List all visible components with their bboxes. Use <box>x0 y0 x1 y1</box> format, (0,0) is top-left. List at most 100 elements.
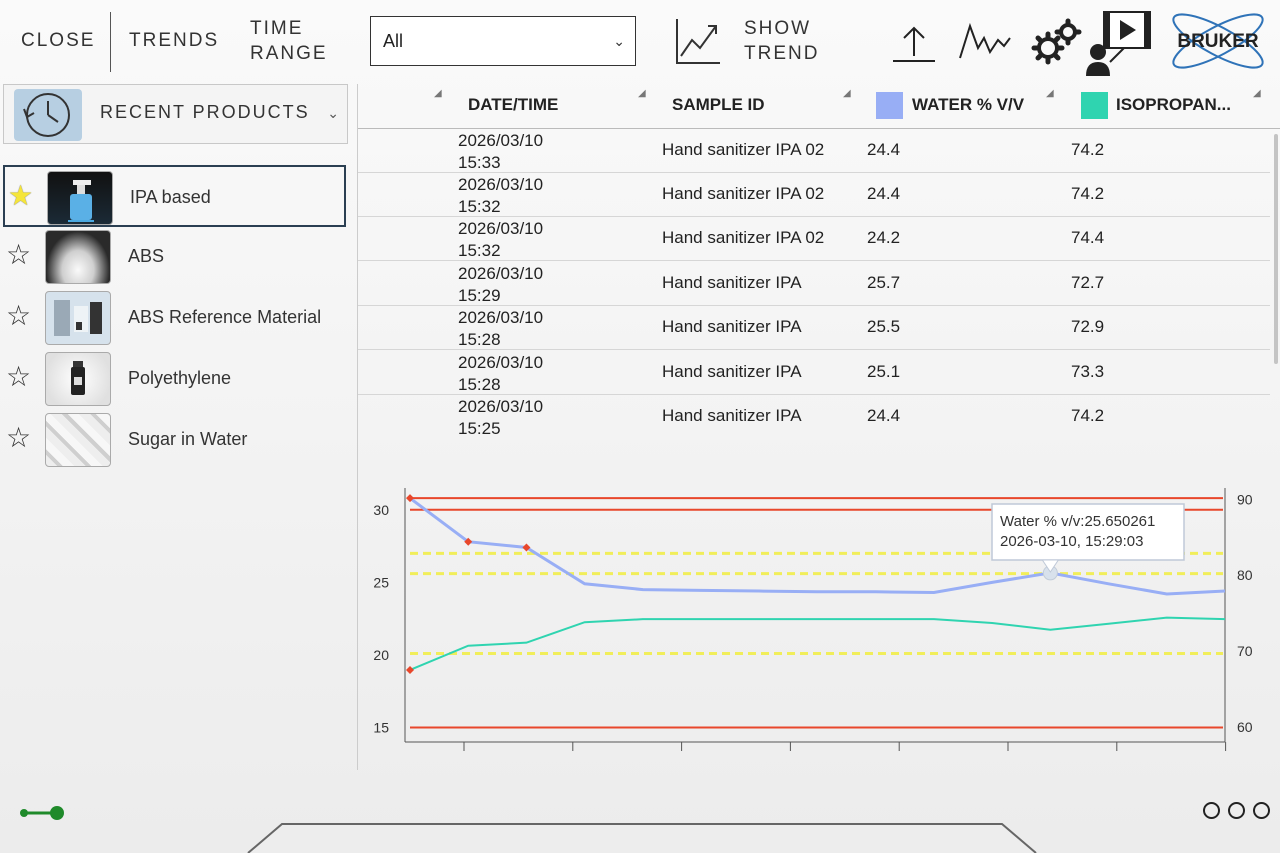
row-sample-id: Hand sanitizer IPA 02 <box>662 140 825 159</box>
row-time: 15:32 <box>458 241 501 260</box>
recent-products-label: RECENT PRODUCTS <box>100 102 310 122</box>
star-outline-icon[interactable]: ☆ <box>6 422 32 453</box>
row-water-value: 24.4 <box>867 406 901 425</box>
row-isopropanol-value: 73.3 <box>1071 362 1105 381</box>
show-trend-icon[interactable] <box>674 16 722 66</box>
row-isopropanol-value: 74.2 <box>1071 184 1105 203</box>
show-trend-label-line1: SHOW <box>744 18 812 39</box>
row-water-value: 25.5 <box>867 317 901 336</box>
product-item-abs-reference-material[interactable]: ☆ ABS Reference Material <box>3 287 346 349</box>
column-header-water[interactable]: WATER % V/V <box>912 95 1025 114</box>
row-sample-id: Hand sanitizer IPA <box>662 362 802 381</box>
out-of-limit-marker <box>406 665 414 674</box>
time-range-select[interactable]: All ⌄ <box>370 16 636 66</box>
sort-icon[interactable]: ◢ <box>1046 88 1054 99</box>
product-item-abs[interactable]: ☆ ABS <box>3 226 346 288</box>
column-header-isopropanol[interactable]: ISOPROPAN... <box>1116 95 1231 114</box>
column-header-sample-id[interactable]: SAMPLE ID <box>672 95 765 114</box>
product-item-ipa-based[interactable]: ★ IPA based <box>3 165 346 227</box>
tooltip-timestamp-text: 2026-03-10, 15:29:03 <box>1000 533 1143 550</box>
more-options-icon[interactable] <box>1195 802 1270 824</box>
row-date: 2026/03/10 <box>458 397 544 416</box>
video-tutorial-icon[interactable] <box>1084 8 1154 78</box>
table-header: ◢ DATE/TIME ◢ SAMPLE ID ◢ WATER % V/V ◢ … <box>358 84 1280 129</box>
product-name: IPA based <box>130 187 211 207</box>
product-name: ABS Reference Material <box>128 307 322 327</box>
toolbar: CLOSE TRENDS TIME RANGE All ⌄ SHOW TREND <box>0 0 1280 84</box>
trends-button[interactable]: TRENDS <box>129 30 220 51</box>
row-water-value: 24.4 <box>867 140 901 159</box>
product-thumbnail-abs <box>45 230 111 284</box>
out-of-limit-marker <box>406 494 414 503</box>
chevron-down-icon: ⌄ <box>613 33 625 49</box>
trend-chart[interactable]: 15 20 25 30 60 70 80 90 Water % v/v:25.650261 202… <box>358 480 1280 770</box>
star-outline-icon[interactable]: ☆ <box>6 239 32 270</box>
row-date: 2026/03/10 <box>458 175 544 194</box>
star-outline-icon[interactable]: ☆ <box>6 361 32 392</box>
row-isopropanol-value: 72.7 <box>1071 273 1105 292</box>
table-row[interactable]: 2026/03/10 15:32 Hand sanitizer IPA 02 24… <box>358 172 1270 217</box>
row-time: 15:28 <box>458 330 501 349</box>
recent-products-dropdown[interactable]: RECENT PRODUCTS ⌄ <box>3 84 348 144</box>
row-water-value: 25.1 <box>867 362 901 381</box>
connection-status-icon <box>20 806 64 820</box>
row-water-value: 24.2 <box>867 228 901 247</box>
row-sample-id: Hand sanitizer IPA 02 <box>662 228 825 247</box>
table-scrollbar[interactable] <box>1274 134 1278 364</box>
time-range-label-line2: RANGE <box>250 43 328 64</box>
row-sample-id: Hand sanitizer IPA <box>662 317 802 336</box>
row-isopropanol-value: 74.4 <box>1071 228 1105 247</box>
table-row[interactable]: 2026/03/10 15:33 Hand sanitizer IPA 02 24… <box>358 128 1270 173</box>
y-left-tick-label: 30 <box>373 502 389 518</box>
out-of-limit-marker <box>464 537 473 546</box>
star-outline-icon[interactable]: ☆ <box>6 300 32 331</box>
row-water-value: 24.4 <box>867 184 901 203</box>
isopropanol-series-line <box>409 616 1226 671</box>
isopropanol-series-swatch <box>1081 92 1108 119</box>
results-table: ◢ DATE/TIME ◢ SAMPLE ID ◢ WATER % V/V ◢ … <box>358 84 1280 439</box>
product-thumbnail-abs-reference <box>45 291 111 345</box>
product-name: Sugar in Water <box>128 429 248 449</box>
row-date: 2026/03/10 <box>458 131 544 150</box>
row-sample-id: Hand sanitizer IPA <box>662 406 802 425</box>
product-name: ABS <box>128 246 165 266</box>
water-series-line <box>409 496 1226 596</box>
toolbar-divider <box>110 12 111 72</box>
row-time: 15:25 <box>458 419 501 438</box>
sort-icon[interactable]: ◢ <box>843 88 851 99</box>
table-row[interactable]: 2026/03/10 15:28 Hand sanitizer IPA 25.5 … <box>358 305 1270 350</box>
y-right-tick-label: 60 <box>1237 719 1253 735</box>
row-isopropanol-value: 74.2 <box>1071 140 1105 159</box>
row-sample-id: Hand sanitizer IPA 02 <box>662 184 825 203</box>
time-range-label: TIME RANGE <box>250 16 328 66</box>
row-time: 15:33 <box>458 153 501 172</box>
close-button[interactable]: CLOSE <box>21 30 96 51</box>
table-row[interactable]: 2026/03/10 15:29 Hand sanitizer IPA 25.7 … <box>358 261 1270 306</box>
row-water-value: 25.7 <box>867 273 901 292</box>
spectrum-icon[interactable] <box>958 20 1012 62</box>
table-row[interactable]: 2026/03/10 15:32 Hand sanitizer IPA 02 24… <box>358 216 1270 261</box>
sort-icon[interactable]: ◢ <box>1253 88 1261 99</box>
export-icon[interactable] <box>892 22 936 64</box>
product-item-sugar-in-water[interactable]: ☆ Sugar in Water <box>3 409 346 471</box>
y-left-tick-label: 15 <box>373 719 389 735</box>
chevron-down-icon: ⌄ <box>327 105 339 121</box>
water-series-swatch <box>876 92 903 119</box>
product-thumbnail-sanitizer <box>47 171 113 225</box>
sort-icon[interactable]: ◢ <box>434 88 442 99</box>
history-clock-icon <box>14 89 82 141</box>
table-row[interactable]: 2026/03/10 15:28 Hand sanitizer IPA 25.1 … <box>358 350 1270 395</box>
settings-gear-icon[interactable] <box>1030 16 1082 68</box>
show-trend-button[interactable]: SHOW TREND <box>744 16 819 66</box>
chart-tooltip-box <box>991 503 1185 561</box>
product-item-polyethylene[interactable]: ☆ Polyethylene <box>3 348 346 410</box>
product-name: Polyethylene <box>128 368 232 388</box>
column-header-datetime[interactable]: DATE/TIME <box>468 95 559 114</box>
y-left-tick-label: 25 <box>373 574 389 590</box>
sort-icon[interactable]: ◢ <box>638 88 646 99</box>
row-isopropanol-value: 74.2 <box>1071 406 1105 425</box>
star-filled-icon[interactable]: ★ <box>8 180 34 211</box>
bottom-drawer-handle[interactable] <box>240 818 1070 853</box>
table-row[interactable]: 2026/03/10 15:25 Hand sanitizer IPA 24.4 … <box>358 394 1270 438</box>
y-right-tick-label: 90 <box>1237 491 1253 507</box>
